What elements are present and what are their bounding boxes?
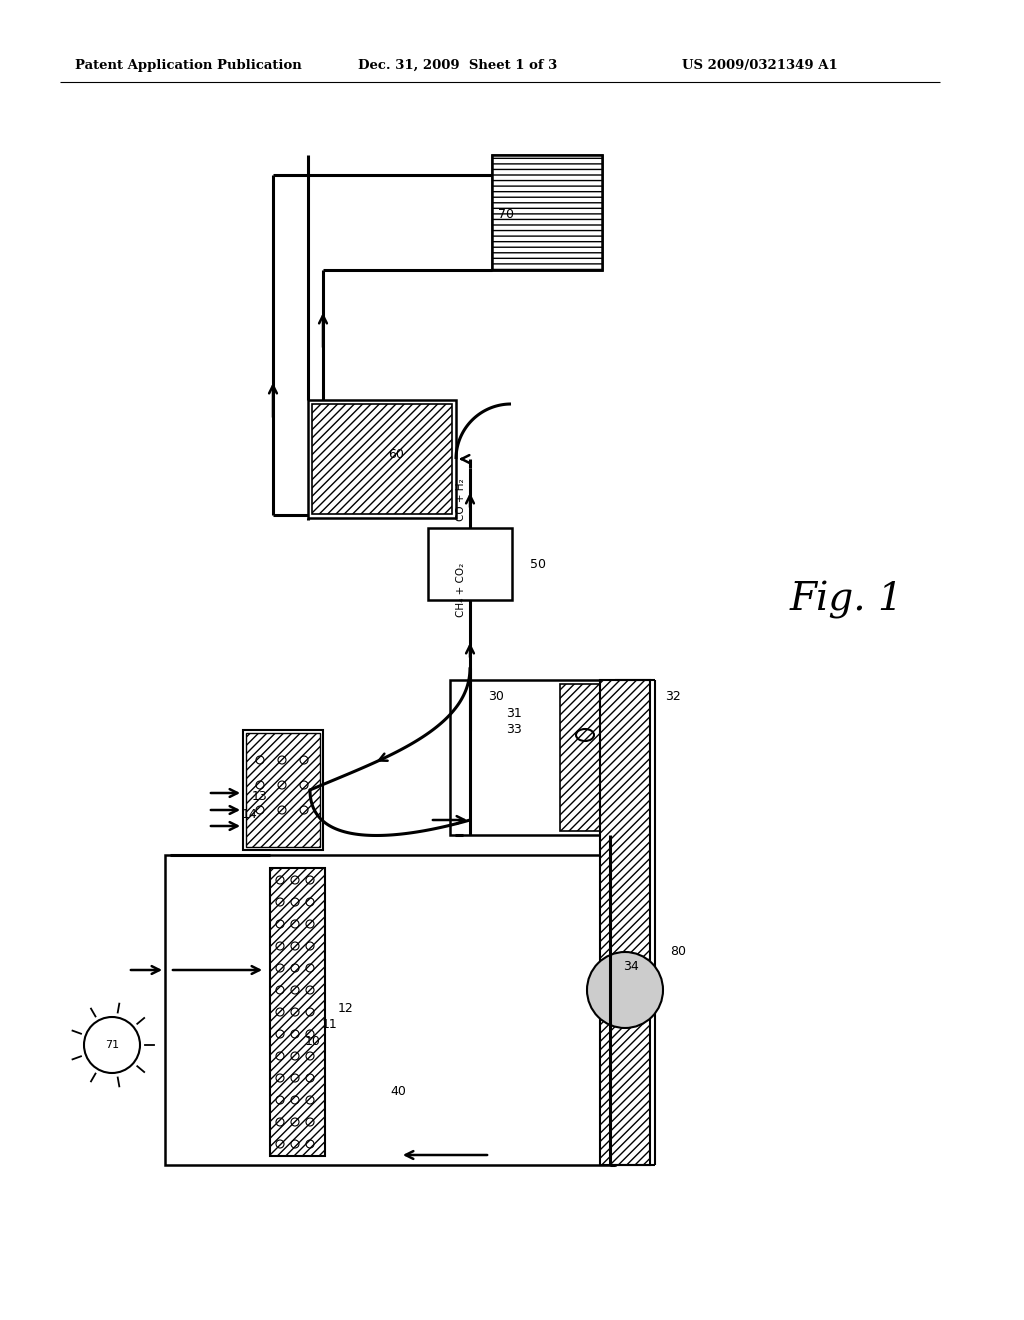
Bar — [428, 528, 512, 601]
Bar — [243, 730, 323, 850]
Bar — [492, 154, 602, 271]
Circle shape — [587, 952, 663, 1028]
Bar — [560, 684, 610, 832]
Text: CO + H₂: CO + H₂ — [456, 479, 466, 521]
Text: CH₄ + CO₂: CH₄ + CO₂ — [456, 562, 466, 618]
Bar — [492, 154, 602, 271]
Bar — [600, 680, 650, 1166]
Text: 34: 34 — [623, 960, 639, 973]
Text: 31: 31 — [506, 708, 522, 719]
Bar — [270, 869, 325, 1156]
Text: 50: 50 — [530, 558, 546, 572]
Text: US 2009/0321349 A1: US 2009/0321349 A1 — [682, 59, 838, 73]
Text: 32: 32 — [665, 690, 681, 704]
Text: Dec. 31, 2009  Sheet 1 of 3: Dec. 31, 2009 Sheet 1 of 3 — [358, 59, 557, 73]
Text: 70: 70 — [498, 209, 514, 220]
Text: 80: 80 — [670, 945, 686, 958]
Text: 71: 71 — [104, 1040, 119, 1049]
Text: 60: 60 — [388, 447, 403, 461]
Bar — [450, 680, 615, 836]
Text: Patent Application Publication: Patent Application Publication — [75, 59, 302, 73]
Bar — [246, 733, 319, 847]
Bar — [312, 404, 452, 513]
Text: 10: 10 — [305, 1035, 321, 1048]
Text: 13: 13 — [252, 789, 267, 803]
Text: 11: 11 — [322, 1018, 338, 1031]
Text: 14: 14 — [242, 808, 258, 821]
Text: 12: 12 — [338, 1002, 353, 1015]
Bar — [165, 855, 615, 1166]
Text: Fig. 1: Fig. 1 — [790, 581, 904, 619]
Text: 40: 40 — [390, 1085, 406, 1098]
Bar — [308, 400, 456, 517]
Text: 30: 30 — [488, 690, 504, 704]
Text: 33: 33 — [506, 723, 522, 737]
